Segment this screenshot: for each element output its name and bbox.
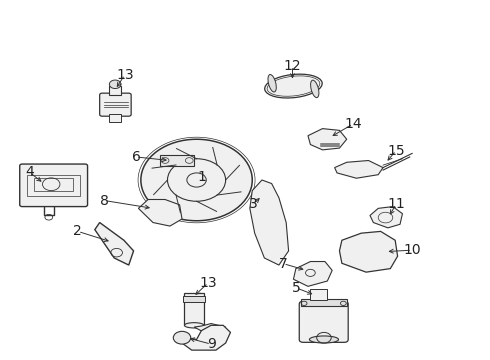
Polygon shape [370,207,402,228]
Ellipse shape [311,80,319,98]
Ellipse shape [184,323,204,328]
Polygon shape [194,324,225,336]
Polygon shape [95,222,134,265]
Bar [310,289,327,300]
Text: 5: 5 [292,281,300,295]
Text: 11: 11 [387,197,405,211]
Text: 13: 13 [199,276,217,290]
Circle shape [173,331,191,344]
Bar [183,296,205,302]
Polygon shape [335,161,383,178]
Polygon shape [138,199,182,226]
Ellipse shape [309,336,339,343]
Text: 6: 6 [131,150,141,164]
Polygon shape [250,180,289,265]
Bar [301,299,347,306]
FancyBboxPatch shape [299,301,348,342]
Circle shape [109,80,121,89]
Text: 2: 2 [74,224,82,238]
Text: 3: 3 [249,197,258,211]
FancyBboxPatch shape [20,164,88,207]
Bar [109,114,122,122]
Bar [109,86,122,95]
Ellipse shape [265,74,322,98]
Ellipse shape [268,75,276,92]
Text: 4: 4 [25,165,34,179]
Circle shape [141,139,252,221]
Text: 1: 1 [197,170,206,184]
FancyBboxPatch shape [99,93,131,116]
Bar [184,293,204,325]
Bar [27,175,80,196]
Text: 13: 13 [116,68,134,82]
Text: 10: 10 [403,243,421,257]
Polygon shape [308,129,347,150]
Bar [160,155,194,166]
Bar [34,178,73,191]
Text: 9: 9 [207,337,216,351]
Text: 14: 14 [344,117,362,131]
Text: 8: 8 [100,194,109,208]
Polygon shape [340,231,397,272]
Polygon shape [182,325,230,350]
Polygon shape [294,261,332,286]
Text: 15: 15 [387,144,405,158]
Text: 12: 12 [284,59,301,73]
Text: 7: 7 [279,257,288,271]
